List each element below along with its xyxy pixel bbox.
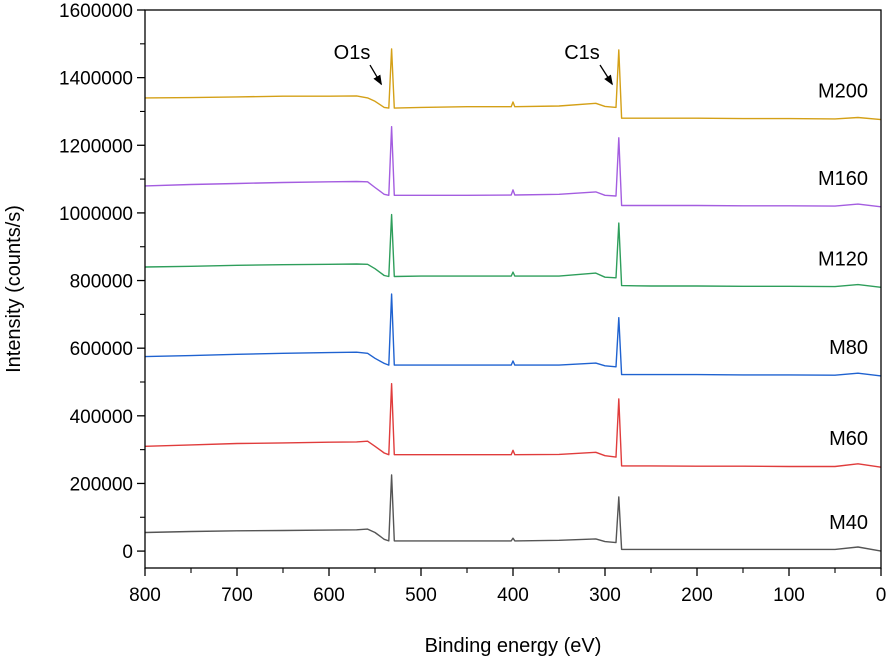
x-tick-label-0: 0 — [876, 585, 887, 606]
series-line-m80 — [144, 293, 882, 377]
x-tick-label-100: 100 — [773, 585, 805, 606]
y-tick-label-0: 0 — [122, 542, 133, 563]
annotation-arrow-o1s — [369, 64, 382, 86]
series-line-m120 — [144, 213, 882, 288]
x-tick-label-700: 700 — [221, 585, 253, 606]
y-tick-label-1600000: 1600000 — [59, 1, 133, 22]
y-tick-label-1200000: 1200000 — [59, 136, 133, 157]
y-axis-ticks: 0 200000 400000 600000 800000 1000000 1200000 1… — [59, 1, 145, 563]
y-axis-title: Intensity (counts/s) — [3, 205, 25, 373]
series-label-m160: M160 — [818, 168, 868, 190]
x-tick-label-500: 500 — [405, 585, 437, 606]
series-line-m160 — [144, 126, 882, 208]
series-label-m40: M40 — [829, 512, 868, 534]
series-label-m200: M200 — [818, 81, 868, 103]
x-tick-label-800: 800 — [129, 585, 161, 606]
series-label-m60: M60 — [829, 428, 868, 450]
annotation-label-o1s: O1s — [334, 42, 371, 64]
x-tick-label-200: 200 — [681, 585, 713, 606]
annotation-label-c1s: C1s — [564, 42, 600, 64]
plot-frame — [144, 9, 882, 569]
x-tick-label-300: 300 — [589, 585, 621, 606]
series-line-m40 — [144, 474, 882, 552]
x-tick-label-400: 400 — [497, 585, 529, 606]
y-tick-label-1400000: 1400000 — [59, 69, 133, 90]
series-layer — [144, 48, 882, 552]
series-label-layer: M40 M60 M80 M120 M160 M200 — [818, 81, 868, 535]
y-tick-label-600000: 600000 — [70, 339, 133, 360]
y-tick-label-800000: 800000 — [70, 272, 133, 293]
x-axis-title: Binding energy (eV) — [425, 635, 602, 657]
x-axis-ticks: 800 700 600 500 400 300 200 100 0 — [129, 568, 886, 606]
series-line-m200 — [144, 48, 882, 121]
series-label-m120: M120 — [818, 248, 868, 270]
y-tick-label-400000: 400000 — [70, 407, 133, 428]
y-tick-label-1000000: 1000000 — [59, 204, 133, 225]
annotation-arrow-c1s — [599, 64, 613, 86]
y-tick-label-200000: 200000 — [70, 474, 133, 495]
series-line-m60 — [144, 383, 882, 468]
annotation-layer: O1s C1s — [334, 42, 613, 86]
series-label-m80: M80 — [829, 337, 868, 359]
x-tick-label-600: 600 — [313, 585, 345, 606]
